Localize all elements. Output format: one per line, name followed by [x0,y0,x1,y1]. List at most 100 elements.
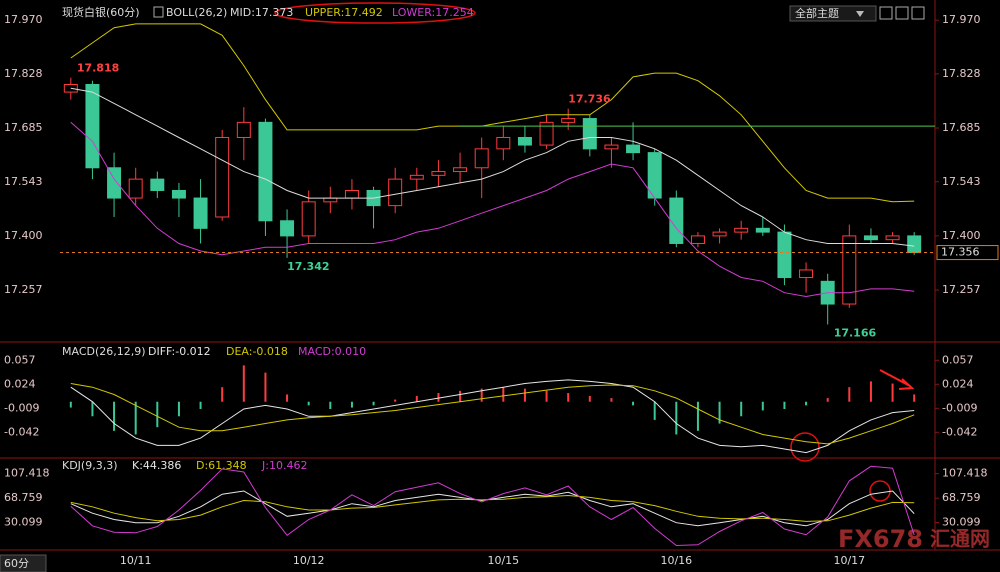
candle-body [431,171,446,176]
x-tick-label: 10/11 [120,554,152,567]
candle-body [690,235,705,244]
y-tick-label: 17.828 [4,67,43,80]
candle-body [474,148,489,169]
y-tick-label: 17.543 [4,175,43,188]
y-tick-label: -0.042 [942,425,977,438]
legend-entry: LOWER:17.254 [392,6,474,19]
y-tick-label: 17.685 [942,121,981,134]
legend-entry: DIFF:-0.012 [148,345,211,358]
candle-body [453,167,468,173]
indicator-line [70,465,915,547]
highlight-circle [790,432,820,462]
toolbar-button[interactable] [879,6,893,20]
arrow [879,369,915,390]
instrument-title: 现货白银(60分) [62,5,140,19]
candle-body [669,197,684,244]
candle-body [626,144,641,154]
highlight-ellipse [274,2,476,24]
extreme-label: 17.818 [77,62,119,75]
y-tick-label: 107.418 [942,467,988,480]
period-label: 60分 [4,557,29,570]
macd-title: MACD(26,12,9) [62,345,146,358]
y-tick-label: 17.543 [942,175,981,188]
x-tick-label: 10/16 [660,554,692,567]
y-tick-label: -0.009 [4,401,39,414]
x-tick-label: 10/17 [833,554,865,567]
candle-body [734,227,749,233]
y-tick-label: 30.099 [4,516,43,529]
indicator-icon[interactable] [153,6,164,18]
candle-body [561,118,576,123]
y-tick-label: 17.685 [4,121,43,134]
candle-body [799,269,814,279]
extreme-label: 17.342 [287,260,329,273]
y-tick-label: 17.970 [942,13,981,26]
toolbar-button[interactable] [895,6,909,20]
last-price-box [936,245,999,261]
candle-body [712,231,727,237]
theme-label: 全部主题 [795,6,839,20]
y-tick-label: 0.024 [4,377,36,390]
y-tick-label: 17.970 [4,13,43,26]
legend-entry: UPPER:17.492 [305,6,383,19]
legend-entry: K:44.386 [132,459,181,472]
y-tick-label: 17.400 [4,229,43,242]
candle-body [323,197,338,203]
y-tick-label: 0.024 [942,377,974,390]
candle-body [863,235,878,241]
candle-body [344,189,359,199]
candle-body [171,189,186,199]
candle-body [128,178,143,199]
candle-body [107,167,122,199]
extreme-label: 17.166 [834,326,877,339]
candle-body [150,178,165,191]
y-tick-label: 30.099 [942,516,981,529]
indicator-line [70,23,915,203]
candle-body [496,136,511,150]
y-tick-label: 17.257 [4,283,43,296]
y-tick-label: 17.400 [942,229,981,242]
candle-body [193,197,208,229]
legend-entry: MID:17.373 [230,6,293,19]
watermark-name: 汇通网 [930,527,990,551]
kdj-title: KDJ(9,3,3) [62,459,118,472]
y-tick-label: 107.418 [4,467,50,480]
y-tick-label: 68.759 [942,491,981,504]
y-tick-label: 0.057 [4,353,36,366]
candle-body [215,136,230,218]
toolbar-button[interactable] [911,6,925,20]
legend-entry: DEA:-0.018 [226,345,288,358]
period-tab[interactable] [0,554,47,572]
candle-body [280,220,295,237]
candle-body [885,235,900,241]
indicator-line [70,87,915,247]
candle-body [85,83,100,169]
watermark-brand: FX678 [838,525,923,553]
candle-body [409,174,424,180]
y-tick-label: 68.759 [4,491,43,504]
y-tick-label: -0.042 [4,425,39,438]
theme-dropdown[interactable] [789,5,877,22]
legend-entry: MACD:0.010 [298,345,366,358]
y-tick-label: 17.257 [942,283,981,296]
last-price-label: 17.356 [941,246,980,259]
candle-body [842,235,857,305]
y-tick-label: 17.828 [942,67,981,80]
candle-body [582,118,597,150]
indicator-line [70,494,915,522]
candle-body [539,121,554,146]
panel-frame [0,0,1000,551]
candle-body [517,136,532,146]
indicator-name: BOLL(26,2) [166,6,227,19]
candle-body [388,178,403,207]
indicator-line [70,383,915,445]
candle-body [907,235,922,254]
candle-body [604,144,619,150]
legend-entry: D:61.348 [196,459,247,472]
dropdown-arrow [856,11,864,17]
candle-body [755,227,770,233]
candle-body [777,231,792,279]
candle-body [258,121,273,222]
candle-body [236,121,251,138]
